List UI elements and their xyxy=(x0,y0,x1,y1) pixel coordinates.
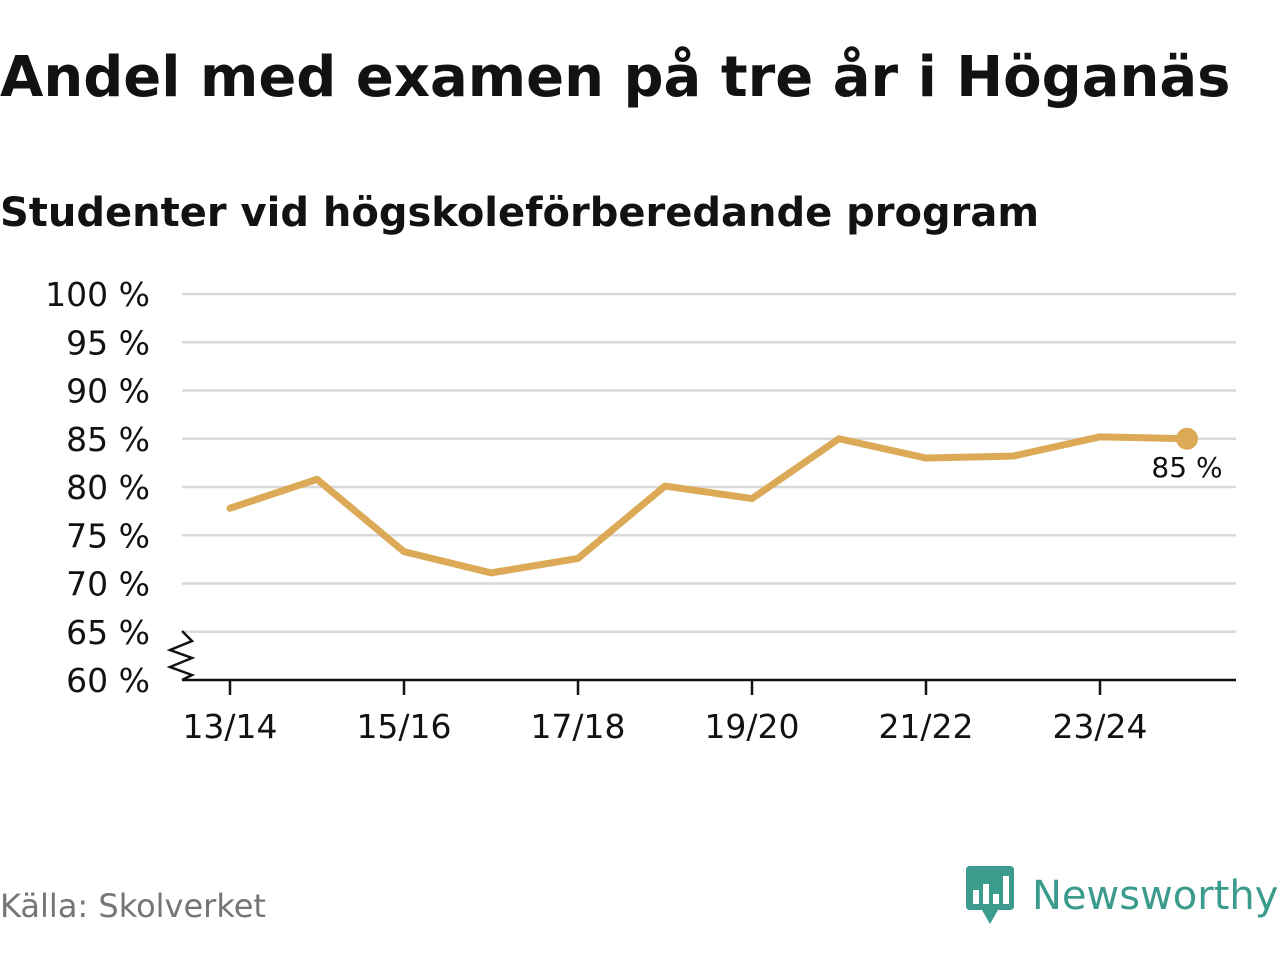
last-value-label: 85 % xyxy=(1151,451,1222,484)
y-tick-label: 60 % xyxy=(66,661,150,700)
x-tick-label: 21/22 xyxy=(878,707,973,746)
x-tick-label: 13/14 xyxy=(182,707,277,746)
chart-title: Andel med examen på tre år i Höganäs xyxy=(0,45,1231,110)
brand: Newsworthy xyxy=(964,864,1278,928)
line-chart: 60 % 65 % 70 % 75 % 80 % 85 % 90 % 95 % 100 % 13/… xyxy=(45,275,1236,746)
y-tick-label: 90 % xyxy=(66,372,150,411)
x-tick-label: 17/18 xyxy=(530,707,625,746)
y-tick-label: 70 % xyxy=(66,565,150,604)
series-line xyxy=(226,433,1191,577)
x-tick-label: 15/16 xyxy=(356,707,451,746)
y-tick-label: 65 % xyxy=(66,613,150,652)
newsworthy-logo-icon xyxy=(966,866,1014,924)
y-tick-label: 85 % xyxy=(66,420,150,459)
y-tick-label: 95 % xyxy=(66,323,150,362)
chart-subtitle: Studenter vid högskoleförberedande progr… xyxy=(0,190,1040,236)
brand-name: Newsworthy xyxy=(1032,873,1279,919)
x-tick-label: 19/20 xyxy=(704,707,799,746)
x-tick-label: 23/24 xyxy=(1052,707,1147,746)
y-tick-label: 75 % xyxy=(66,516,150,555)
source-note: Källa: Skolverket xyxy=(0,887,266,925)
y-tick-label: 100 % xyxy=(45,275,150,314)
axis-break-icon xyxy=(166,630,196,682)
last-point-marker xyxy=(1176,427,1198,450)
y-tick-label: 80 % xyxy=(66,468,150,507)
